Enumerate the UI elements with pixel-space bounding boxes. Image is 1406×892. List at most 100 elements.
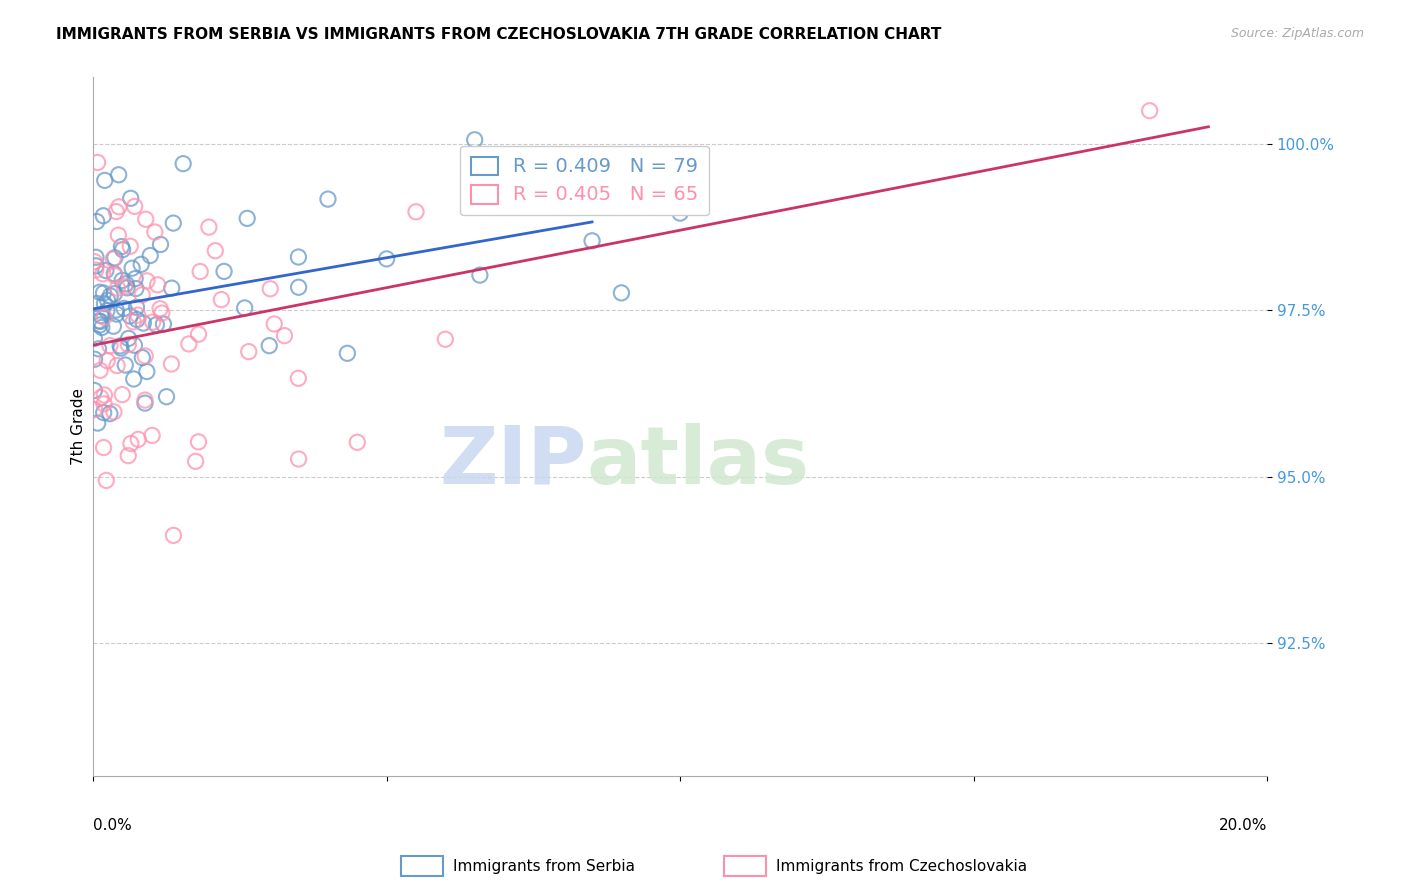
Point xyxy=(522,152,544,166)
Point xyxy=(83,384,105,398)
Point xyxy=(103,319,125,334)
Legend: R = 0.409   N = 79, R = 0.405   N = 65: R = 0.409 N = 79, R = 0.405 N = 65 xyxy=(460,146,709,215)
Point xyxy=(87,342,110,356)
Point xyxy=(107,228,129,243)
Point xyxy=(96,353,118,368)
Point xyxy=(112,279,135,293)
Text: ZIP: ZIP xyxy=(439,423,586,500)
Point xyxy=(84,250,107,264)
Point xyxy=(121,261,143,276)
Point xyxy=(134,393,156,408)
Point xyxy=(84,263,107,277)
Point xyxy=(131,351,153,365)
Point xyxy=(259,282,281,296)
Point xyxy=(105,307,128,321)
Point xyxy=(89,285,111,300)
Point xyxy=(522,148,544,162)
Point xyxy=(90,309,112,323)
Point xyxy=(117,337,139,351)
Point xyxy=(233,301,256,315)
Point xyxy=(287,250,309,264)
Point xyxy=(120,191,142,205)
Point xyxy=(117,449,139,463)
Point xyxy=(287,452,309,467)
Point xyxy=(172,156,194,170)
Point xyxy=(124,271,146,285)
Point xyxy=(134,349,156,363)
Point xyxy=(86,296,108,310)
Point xyxy=(150,306,173,320)
Point xyxy=(162,216,184,230)
Point xyxy=(273,328,295,343)
Point xyxy=(83,352,105,367)
Point xyxy=(114,358,136,372)
Point xyxy=(610,285,633,300)
Point xyxy=(236,211,259,226)
Point xyxy=(108,339,131,353)
Point xyxy=(581,234,603,248)
Point xyxy=(136,274,159,288)
Point xyxy=(152,317,174,331)
Point xyxy=(125,301,148,315)
Point xyxy=(434,332,457,346)
Point xyxy=(86,155,108,169)
Point xyxy=(375,252,398,266)
Text: 20.0%: 20.0% xyxy=(1219,818,1267,833)
Point xyxy=(129,257,152,271)
Text: 0.0%: 0.0% xyxy=(93,818,132,833)
Point xyxy=(135,365,157,379)
Point xyxy=(105,302,128,317)
Point xyxy=(187,327,209,342)
Point xyxy=(149,301,172,316)
Point xyxy=(87,314,110,328)
Point xyxy=(177,337,200,351)
Point xyxy=(83,254,105,268)
Point xyxy=(83,402,105,417)
Point xyxy=(104,251,127,265)
Point xyxy=(160,357,183,371)
Point xyxy=(90,320,112,334)
Point xyxy=(198,220,221,235)
Point xyxy=(110,341,132,355)
Point xyxy=(212,264,235,278)
Point xyxy=(97,293,120,308)
Point xyxy=(127,308,149,322)
Point xyxy=(464,133,486,147)
Point xyxy=(93,173,115,187)
Text: Immigrants from Serbia: Immigrants from Serbia xyxy=(453,859,634,873)
Point xyxy=(98,338,121,352)
Point xyxy=(94,263,117,277)
Point xyxy=(93,296,115,310)
Point xyxy=(188,264,211,278)
Point xyxy=(89,363,111,377)
Point xyxy=(105,204,128,219)
Point xyxy=(93,397,115,411)
Point xyxy=(669,206,692,220)
Point xyxy=(117,331,139,345)
Point xyxy=(112,301,135,316)
Point xyxy=(122,372,145,386)
Point xyxy=(111,273,134,287)
Point xyxy=(98,407,121,421)
Point xyxy=(204,244,226,258)
Point xyxy=(103,267,125,281)
Point xyxy=(93,285,115,300)
Point xyxy=(405,204,427,219)
Point xyxy=(139,248,162,262)
Point xyxy=(108,200,131,214)
Point xyxy=(93,406,115,420)
Point xyxy=(1139,103,1161,118)
Y-axis label: 7th Grade: 7th Grade xyxy=(72,388,86,466)
Point xyxy=(111,243,134,257)
Point xyxy=(209,293,232,307)
Point xyxy=(93,310,115,325)
Point xyxy=(98,289,121,303)
Point xyxy=(141,428,163,442)
Point xyxy=(316,192,339,206)
Point xyxy=(83,331,105,345)
Point xyxy=(155,390,177,404)
Point xyxy=(149,237,172,252)
Point xyxy=(135,212,157,227)
Point xyxy=(111,387,134,401)
Point xyxy=(120,436,142,450)
